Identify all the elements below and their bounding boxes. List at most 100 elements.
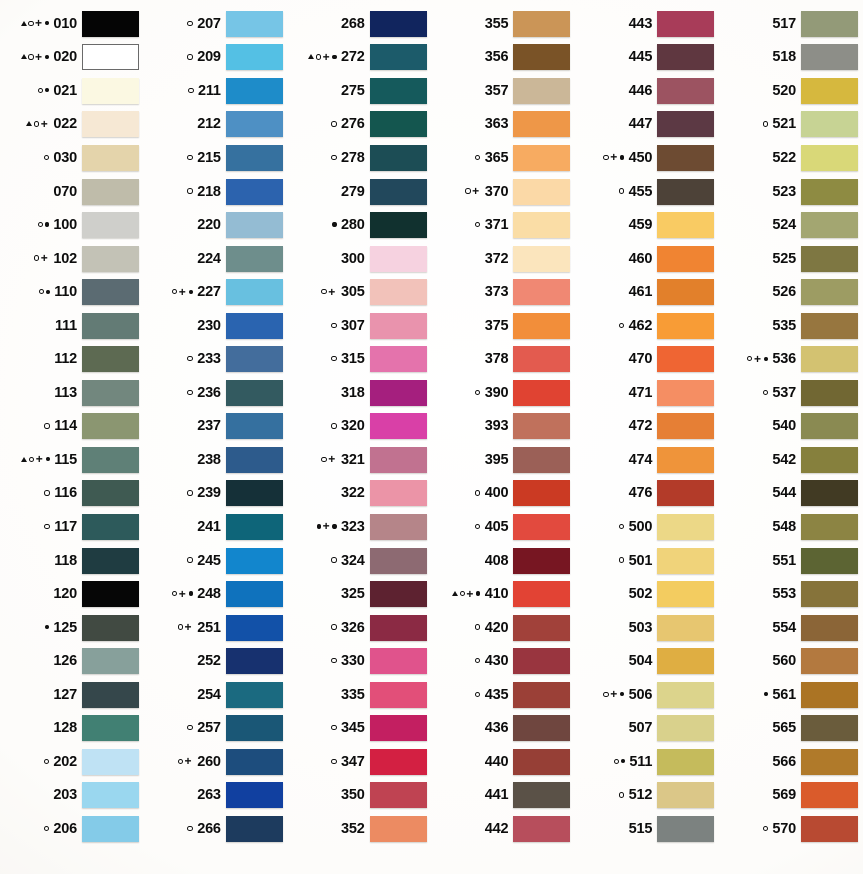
color-row[interactable]: 395	[431, 443, 575, 477]
color-swatch[interactable]	[82, 648, 139, 675]
color-row[interactable]: 525	[719, 242, 863, 276]
color-swatch[interactable]	[800, 413, 858, 440]
color-swatch[interactable]	[657, 44, 715, 71]
color-swatch[interactable]	[82, 245, 139, 272]
color-swatch[interactable]	[800, 614, 858, 641]
color-row[interactable]: 502	[575, 577, 719, 611]
color-row[interactable]: 511	[575, 745, 719, 779]
color-row[interactable]: 209	[144, 41, 288, 75]
color-swatch[interactable]	[82, 178, 139, 205]
color-row[interactable]: 263	[144, 779, 288, 813]
color-swatch[interactable]	[657, 815, 715, 842]
color-row[interactable]: 212	[144, 108, 288, 142]
color-row[interactable]: 326	[288, 611, 432, 645]
color-row[interactable]: 400	[431, 477, 575, 511]
color-swatch[interactable]	[82, 44, 139, 71]
color-row[interactable]: 436	[431, 711, 575, 745]
color-row[interactable]: 100	[0, 208, 144, 242]
color-swatch[interactable]	[369, 581, 427, 608]
color-row[interactable]: 325	[288, 577, 432, 611]
color-row[interactable]: 206	[0, 812, 144, 846]
color-swatch[interactable]	[513, 245, 571, 272]
color-swatch[interactable]	[513, 614, 571, 641]
color-swatch[interactable]	[82, 513, 139, 540]
color-swatch[interactable]	[513, 648, 571, 675]
color-row[interactable]: 322	[288, 477, 432, 511]
color-swatch[interactable]	[513, 782, 571, 809]
color-swatch[interactable]	[800, 547, 858, 574]
color-swatch[interactable]	[513, 413, 571, 440]
color-swatch[interactable]	[225, 581, 283, 608]
color-swatch[interactable]	[82, 681, 139, 708]
color-swatch[interactable]	[657, 77, 715, 104]
color-row[interactable]: +115	[0, 443, 144, 477]
color-row[interactable]: 335	[288, 678, 432, 712]
color-row[interactable]: 515	[575, 812, 719, 846]
color-row[interactable]: 315	[288, 342, 432, 376]
color-row[interactable]: 420	[431, 611, 575, 645]
color-row[interactable]: 445	[575, 41, 719, 75]
color-row[interactable]: 373	[431, 275, 575, 309]
color-swatch[interactable]	[800, 10, 858, 37]
color-swatch[interactable]	[369, 782, 427, 809]
color-swatch[interactable]	[225, 648, 283, 675]
color-row[interactable]: 117	[0, 510, 144, 544]
color-row[interactable]: 218	[144, 175, 288, 209]
color-swatch[interactable]	[657, 312, 715, 339]
color-row[interactable]: 318	[288, 376, 432, 410]
color-swatch[interactable]	[225, 446, 283, 473]
color-swatch[interactable]	[513, 748, 571, 775]
color-row[interactable]: 500	[575, 510, 719, 544]
color-row[interactable]: 526	[719, 275, 863, 309]
color-row[interactable]: 118	[0, 544, 144, 578]
color-row[interactable]: 544	[719, 477, 863, 511]
color-row[interactable]: 408	[431, 544, 575, 578]
color-row[interactable]: 110	[0, 275, 144, 309]
color-swatch[interactable]	[82, 715, 139, 742]
color-row[interactable]: 230	[144, 309, 288, 343]
color-swatch[interactable]	[513, 480, 571, 507]
color-row[interactable]: 211	[144, 74, 288, 108]
color-swatch[interactable]	[513, 44, 571, 71]
color-row[interactable]: +102	[0, 242, 144, 276]
color-swatch[interactable]	[82, 782, 139, 809]
color-swatch[interactable]	[800, 279, 858, 306]
color-swatch[interactable]	[369, 10, 427, 37]
color-row[interactable]: +450	[575, 141, 719, 175]
color-row[interactable]: +370	[431, 175, 575, 209]
color-row[interactable]: 371	[431, 208, 575, 242]
color-row[interactable]: +506	[575, 678, 719, 712]
color-row[interactable]: 375	[431, 309, 575, 343]
color-row[interactable]: 347	[288, 745, 432, 779]
color-row[interactable]: 307	[288, 309, 432, 343]
color-swatch[interactable]	[800, 144, 858, 171]
color-swatch[interactable]	[225, 346, 283, 373]
color-row[interactable]: 237	[144, 410, 288, 444]
color-swatch[interactable]	[513, 681, 571, 708]
color-row[interactable]: 554	[719, 611, 863, 645]
color-row[interactable]: 352	[288, 812, 432, 846]
color-swatch[interactable]	[369, 346, 427, 373]
color-row[interactable]: 471	[575, 376, 719, 410]
color-swatch[interactable]	[657, 245, 715, 272]
color-row[interactable]: 126	[0, 644, 144, 678]
color-row[interactable]: 113	[0, 376, 144, 410]
color-row[interactable]: 207	[144, 7, 288, 41]
color-swatch[interactable]	[225, 10, 283, 37]
color-swatch[interactable]	[800, 648, 858, 675]
color-row[interactable]: +227	[144, 275, 288, 309]
color-swatch[interactable]	[513, 212, 571, 239]
color-row[interactable]: +321	[288, 443, 432, 477]
color-row[interactable]: +022	[0, 108, 144, 142]
color-row[interactable]: 501	[575, 544, 719, 578]
color-swatch[interactable]	[800, 111, 858, 138]
color-swatch[interactable]	[800, 681, 858, 708]
color-row[interactable]: 474	[575, 443, 719, 477]
color-swatch[interactable]	[369, 748, 427, 775]
color-row[interactable]: 372	[431, 242, 575, 276]
color-row[interactable]: 254	[144, 678, 288, 712]
color-swatch[interactable]	[513, 178, 571, 205]
color-swatch[interactable]	[513, 111, 571, 138]
color-swatch[interactable]	[513, 581, 571, 608]
color-row[interactable]: 357	[431, 74, 575, 108]
